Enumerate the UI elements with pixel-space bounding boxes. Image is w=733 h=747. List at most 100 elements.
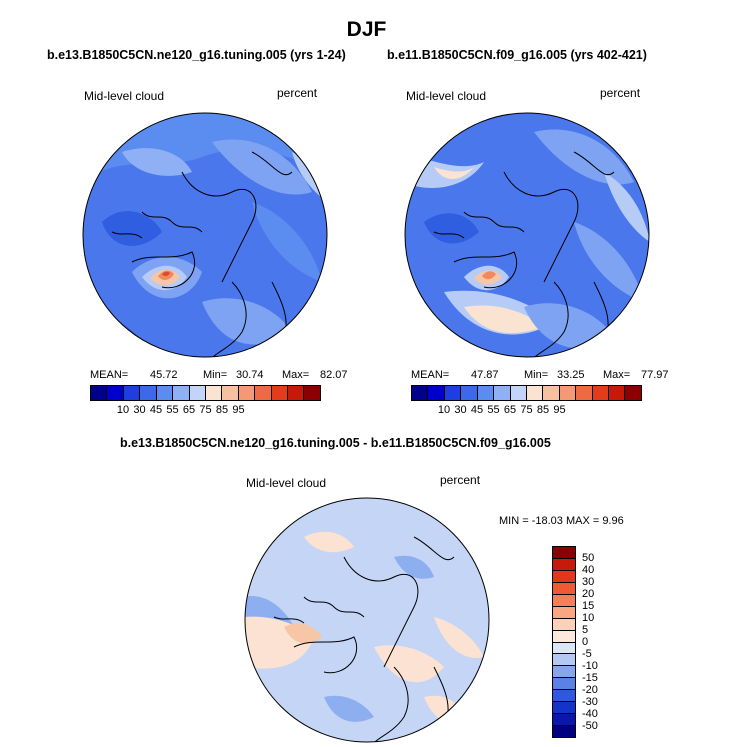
diff-colorbar-swatch bbox=[553, 726, 575, 737]
right-unit-label: percent bbox=[600, 86, 641, 100]
left-colorbar-tick-label: 65 bbox=[182, 404, 196, 416]
diff-colorbar-swatch bbox=[553, 582, 575, 595]
left-colorbar-swatch bbox=[107, 386, 124, 400]
diff-unit-label: percent bbox=[440, 473, 481, 487]
diff-colorbar-swatch bbox=[553, 678, 575, 691]
right-colorbar bbox=[411, 385, 642, 401]
left-mean-label: MEAN= bbox=[90, 369, 129, 381]
left-colorbar-swatch bbox=[271, 386, 289, 400]
diff-colorbar-swatch bbox=[553, 642, 575, 655]
left-colorbar-tick-label: 75 bbox=[199, 404, 212, 416]
left-colorbar-swatch bbox=[255, 386, 272, 400]
right-polar-map bbox=[404, 112, 650, 358]
right-max-label: Max= bbox=[603, 369, 631, 381]
left-max-value: 82.07 bbox=[320, 369, 348, 381]
diff-panel-title: b.e13.B1850C5CN.ne120_g16.tuning.005 - b… bbox=[120, 436, 551, 450]
diff-colorbar-tick-label: 50 bbox=[582, 552, 595, 564]
diff-colorbar-swatch bbox=[553, 618, 575, 631]
left-colorbar-swatch bbox=[288, 386, 305, 400]
diff-colorbar-swatch bbox=[553, 630, 575, 643]
diff-colorbar-tick-label: 10 bbox=[582, 612, 595, 624]
left-colorbar-tick-label: 95 bbox=[232, 404, 245, 416]
left-colorbar-ticks: 10 30 45 55 65 75 85 95 bbox=[90, 404, 321, 418]
left-unit-label: percent bbox=[277, 86, 318, 100]
left-colorbar-swatch bbox=[205, 386, 223, 400]
right-min-value: 33.25 bbox=[557, 369, 585, 381]
diff-variable-label: Mid-level cloud bbox=[246, 476, 327, 490]
right-max-value: 77.97 bbox=[641, 369, 669, 381]
right-colorbar-swatch bbox=[625, 386, 641, 400]
right-colorbar-swatch bbox=[559, 386, 577, 400]
left-colorbar-tick-label: 55 bbox=[166, 404, 179, 416]
right-colorbar-tick-label: 10 bbox=[437, 404, 451, 416]
left-colorbar bbox=[90, 385, 321, 401]
diff-colorbar-tick-label: -50 bbox=[582, 720, 598, 732]
diff-colorbar bbox=[552, 546, 576, 738]
left-colorbar-swatch bbox=[189, 386, 206, 400]
right-colorbar-tick-label: 45 bbox=[470, 404, 484, 416]
left-colorbar-swatch bbox=[156, 386, 174, 400]
diff-colorbar-tick-label: 15 bbox=[582, 600, 595, 612]
right-colorbar-ticks: 10 30 45 55 65 75 85 95 bbox=[411, 404, 642, 418]
left-colorbar-swatch bbox=[123, 386, 141, 400]
diff-colorbar-swatch bbox=[553, 547, 575, 559]
left-colorbar-swatch bbox=[173, 386, 190, 400]
diff-colorbar-tick-label: -15 bbox=[582, 672, 598, 684]
diff-colorbar-tick-label: 5 bbox=[582, 624, 589, 636]
left-colorbar-swatch bbox=[222, 386, 239, 400]
diff-colorbar-tick-label: -30 bbox=[582, 696, 598, 708]
right-colorbar-tick-label: 95 bbox=[553, 404, 566, 416]
right-colorbar-swatch bbox=[428, 386, 445, 400]
diff-colorbar-tick-label: -20 bbox=[582, 684, 598, 696]
diff-colorbar-ticks: 50 40 30 20 15 10 5 0 -5 -10 -15 -20 -30 -40 -50 bbox=[582, 546, 622, 738]
diff-colorbar-tick-label: 0 bbox=[582, 636, 589, 648]
page-title: DJF bbox=[346, 18, 387, 41]
diff-colorbar-swatch bbox=[553, 558, 575, 571]
diff-colorbar-swatch bbox=[553, 654, 575, 667]
right-variable-label: Mid-level cloud bbox=[406, 89, 487, 103]
left-polar-map bbox=[82, 112, 328, 358]
diff-colorbar-tick-label: 20 bbox=[582, 588, 595, 600]
left-colorbar-swatch bbox=[91, 386, 108, 400]
diff-polar-map bbox=[244, 497, 490, 743]
right-colorbar-tick-label: 65 bbox=[503, 404, 517, 416]
right-colorbar-swatch bbox=[477, 386, 495, 400]
diff-colorbar-swatch bbox=[553, 594, 575, 607]
right-colorbar-tick-label: 30 bbox=[454, 404, 467, 416]
left-colorbar-swatch bbox=[304, 386, 320, 400]
diff-colorbar-tick-label: -10 bbox=[582, 660, 598, 672]
diff-minmax-label: MIN = -18.03 MAX = 9.96 bbox=[499, 515, 624, 527]
right-colorbar-swatch bbox=[576, 386, 593, 400]
left-variable-label: Mid-level cloud bbox=[84, 89, 165, 103]
right-colorbar-tick-label: 75 bbox=[520, 404, 533, 416]
diff-colorbar-swatch bbox=[553, 702, 575, 715]
left-mean-value: 45.72 bbox=[150, 369, 178, 381]
diff-colorbar-tick-label: -5 bbox=[582, 648, 592, 660]
left-max-label: Max= bbox=[282, 369, 310, 381]
diff-colorbar-tick-label: -40 bbox=[582, 708, 598, 720]
left-colorbar-tick-label: 10 bbox=[116, 404, 130, 416]
right-colorbar-swatch bbox=[412, 386, 429, 400]
right-colorbar-swatch bbox=[510, 386, 527, 400]
diff-colorbar-swatch bbox=[553, 690, 575, 703]
diff-colorbar-swatch bbox=[553, 714, 575, 727]
diff-colorbar-swatch bbox=[553, 570, 575, 583]
right-colorbar-swatch bbox=[461, 386, 478, 400]
diff-colorbar-tick-label: 40 bbox=[582, 564, 595, 576]
left-min-value: 30.74 bbox=[236, 369, 264, 381]
left-min-label: Min= bbox=[203, 369, 228, 381]
diff-colorbar-swatch bbox=[553, 666, 575, 679]
right-colorbar-swatch bbox=[526, 386, 544, 400]
left-colorbar-tick-label: 30 bbox=[133, 404, 146, 416]
left-colorbar-tick-label: 45 bbox=[149, 404, 163, 416]
left-colorbar-swatch bbox=[238, 386, 256, 400]
right-colorbar-tick-label: 55 bbox=[487, 404, 500, 416]
right-colorbar-swatch bbox=[494, 386, 511, 400]
right-colorbar-swatch bbox=[444, 386, 462, 400]
right-colorbar-swatch bbox=[609, 386, 626, 400]
right-mean-value: 47.87 bbox=[471, 369, 499, 381]
diff-colorbar-swatch bbox=[553, 606, 575, 619]
right-colorbar-swatch bbox=[592, 386, 610, 400]
right-colorbar-tick-label: 85 bbox=[536, 404, 550, 416]
left-colorbar-tick-label: 85 bbox=[215, 404, 229, 416]
